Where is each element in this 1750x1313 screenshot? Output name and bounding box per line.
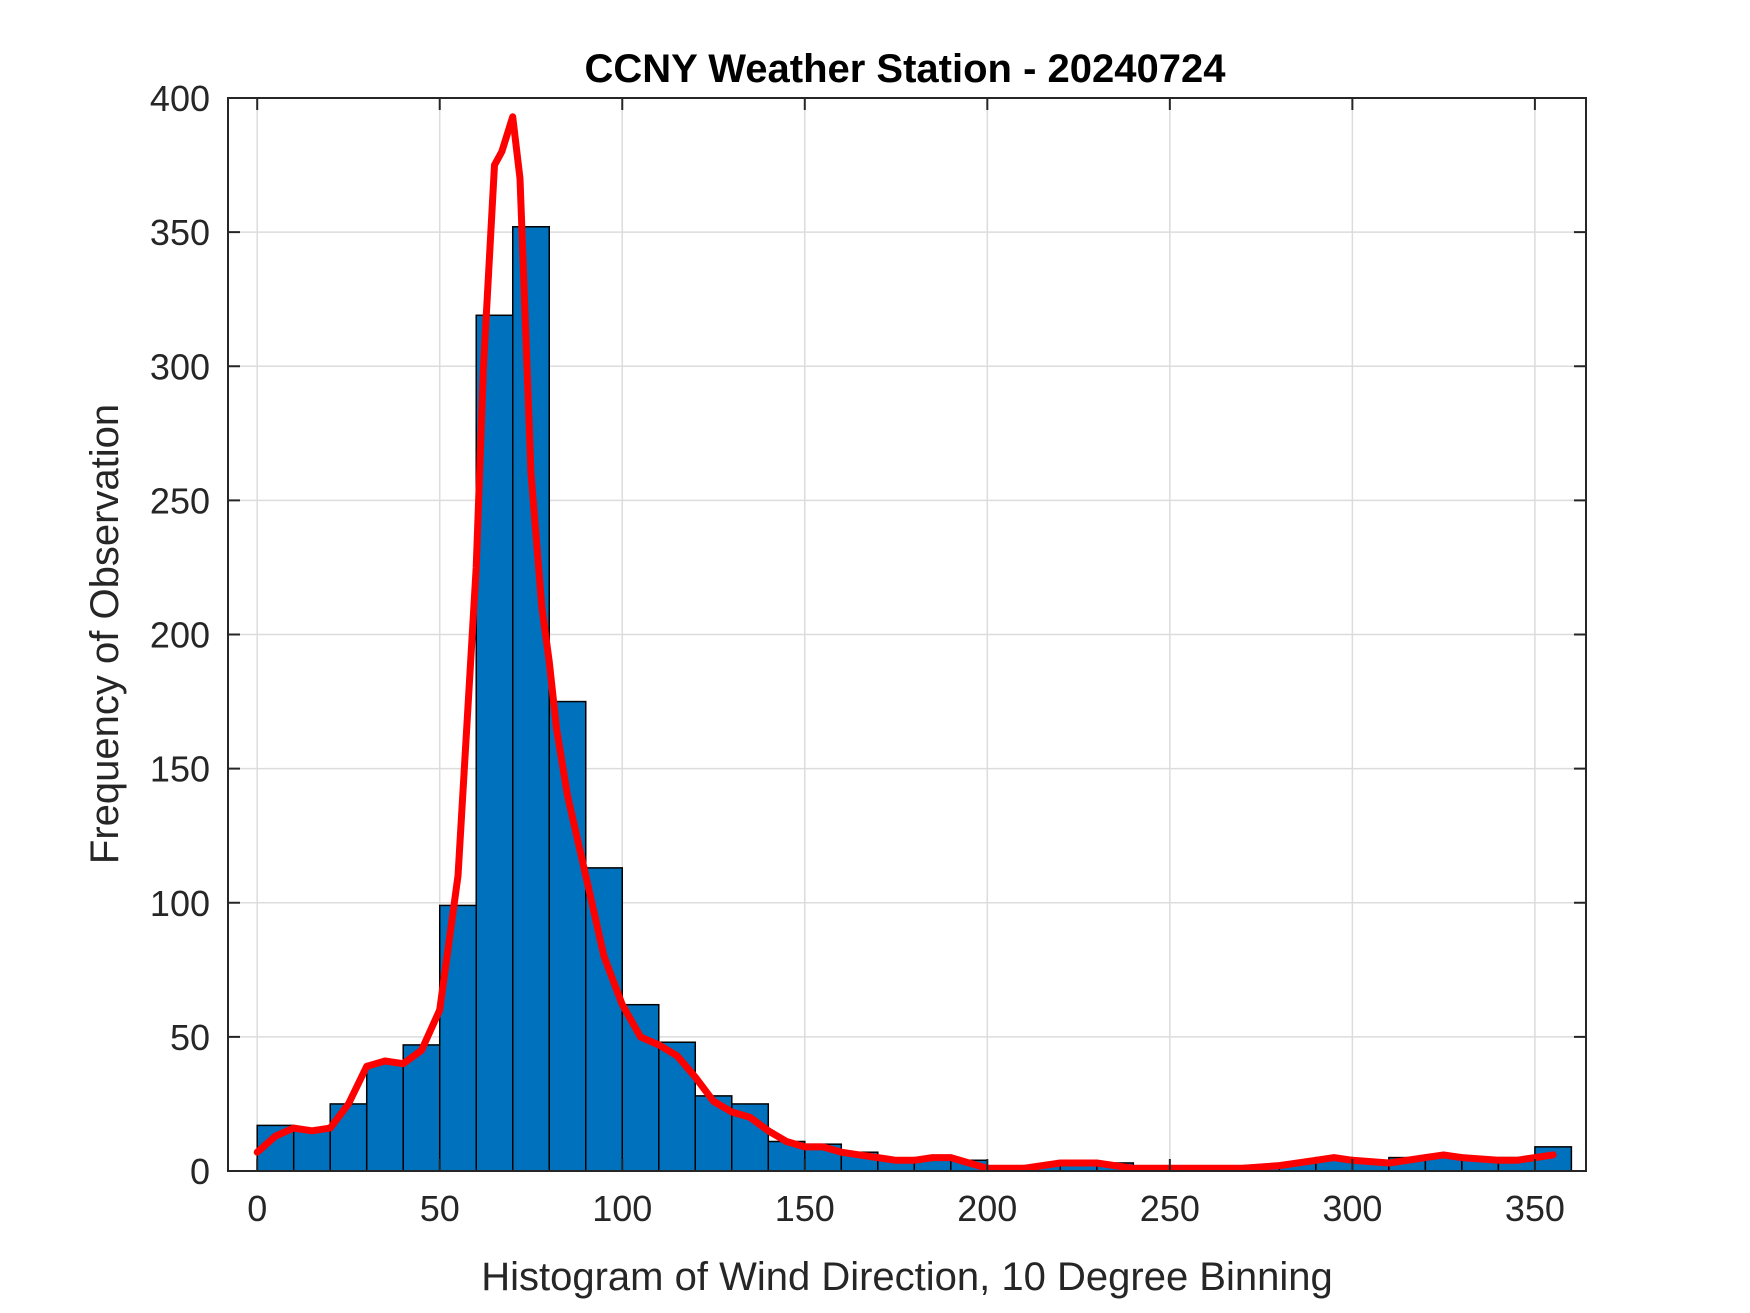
histogram-bar	[658, 1041, 697, 1172]
x-axis-label: Histogram of Wind Direction, 10 Degree B…	[481, 1255, 1333, 1299]
density-line-group	[253, 113, 1557, 1172]
y-tick-label: 350	[150, 212, 210, 253]
x-tick-label: 150	[775, 1188, 835, 1229]
y-axis-label: Frequency of Observation	[83, 404, 127, 864]
y-tick-label: 300	[150, 346, 210, 387]
x-tick-label: 50	[420, 1188, 460, 1229]
chart-title: CCNY Weather Station - 20240724	[585, 47, 1227, 91]
histogram-bar	[511, 226, 550, 1172]
y-tick-label: 150	[150, 749, 210, 790]
y-tick-labels: 0 50 100 150 200 250 300 350 400	[150, 78, 210, 1192]
x-tick-label: 250	[1140, 1188, 1200, 1229]
x-tick-label: 300	[1322, 1188, 1382, 1229]
bars	[256, 226, 1573, 1172]
y-tick-label: 400	[150, 78, 210, 119]
x-tick-label: 350	[1505, 1188, 1565, 1229]
y-tick-label: 250	[150, 480, 210, 521]
histogram-bar	[292, 1130, 331, 1172]
density-line	[253, 113, 1557, 1172]
y-tick-label: 50	[170, 1017, 210, 1058]
histogram-bar	[548, 700, 587, 1172]
histogram-bar	[365, 1062, 404, 1172]
y-tick-label: 100	[150, 883, 210, 924]
ticks	[228, 97, 1586, 1172]
grid	[228, 98, 1586, 1171]
x-tick-labels: 0 50 100 150 200 250 300 350	[247, 1188, 1565, 1229]
histogram-bar	[621, 1003, 660, 1172]
y-tick-label: 200	[150, 615, 210, 656]
x-tick-label: 0	[247, 1188, 267, 1229]
y-tick-label: 0	[190, 1151, 210, 1192]
x-tick-label: 200	[957, 1188, 1017, 1229]
x-tick-label: 100	[592, 1188, 652, 1229]
histogram-bar	[329, 1103, 368, 1172]
